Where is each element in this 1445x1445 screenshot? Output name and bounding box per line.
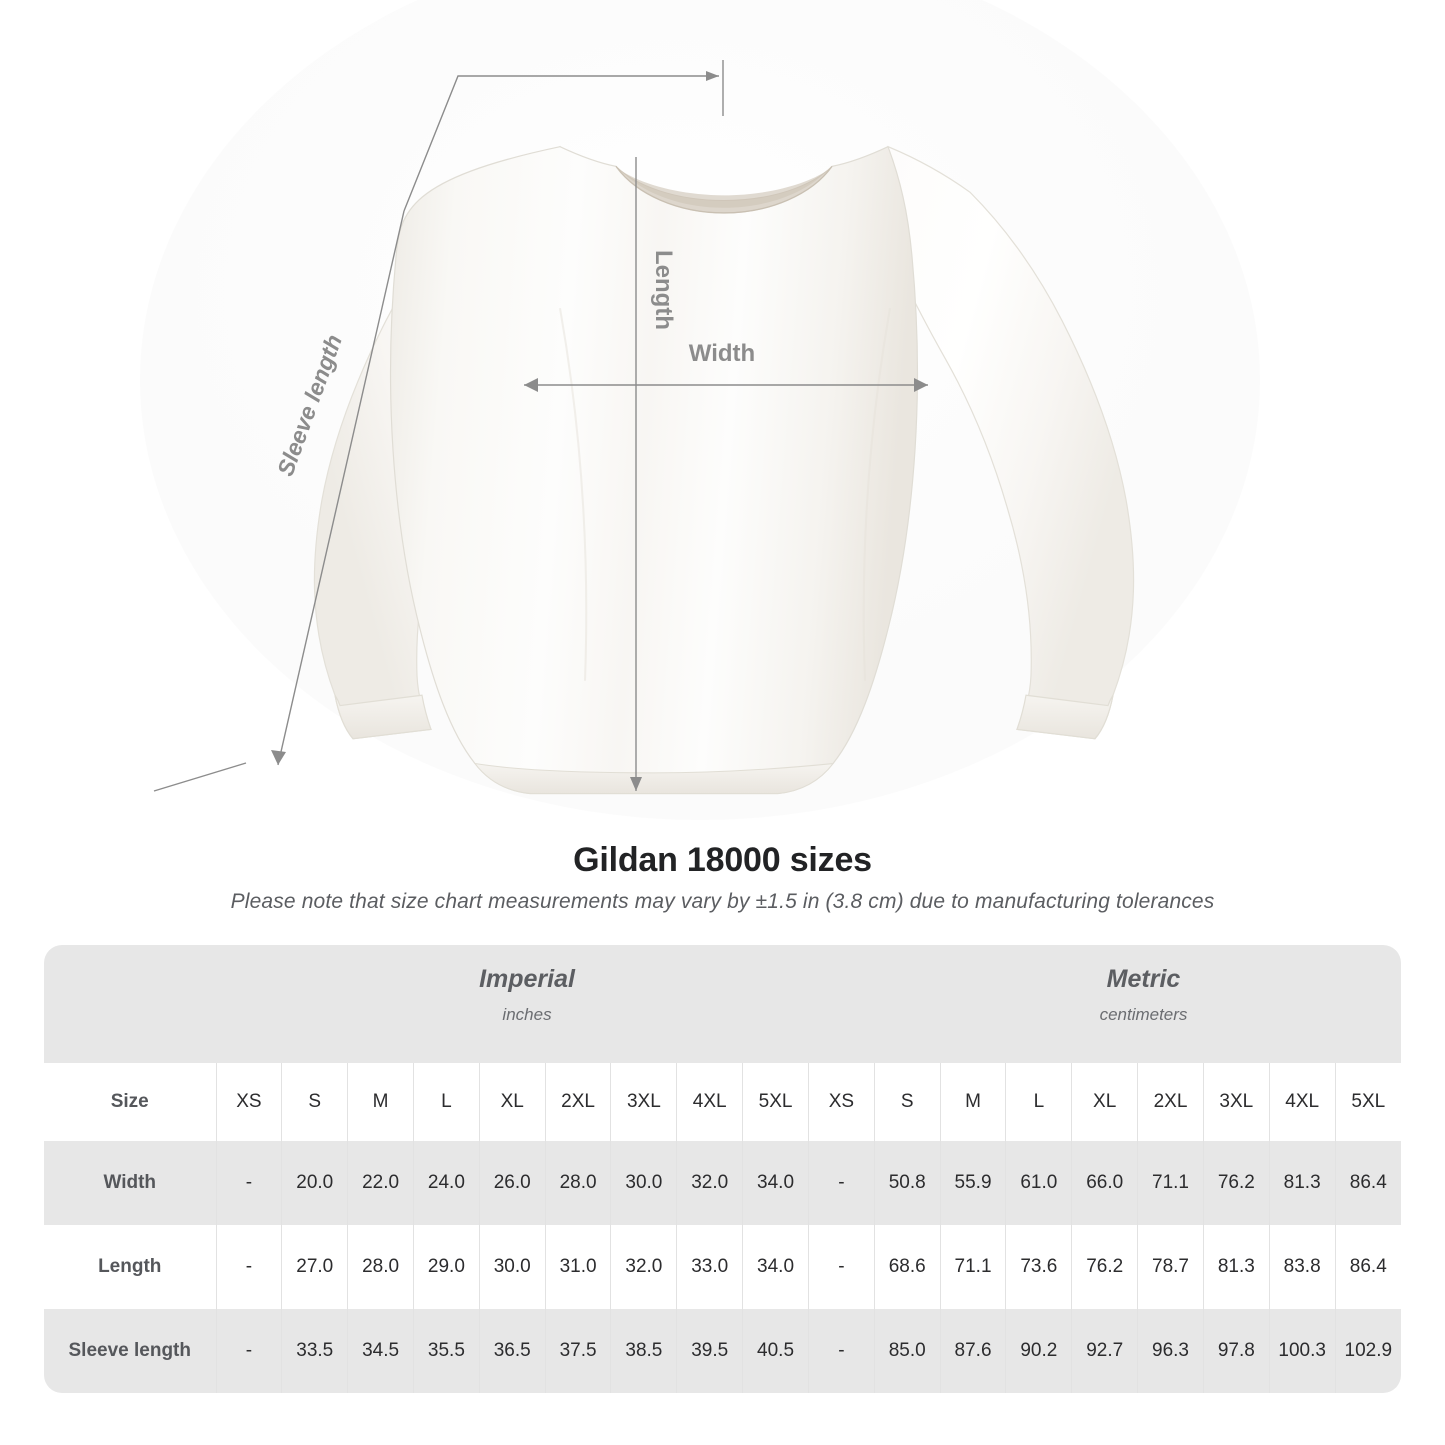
svg-text:Width: Width — [689, 340, 755, 367]
svg-text:Length: Length — [650, 250, 677, 330]
